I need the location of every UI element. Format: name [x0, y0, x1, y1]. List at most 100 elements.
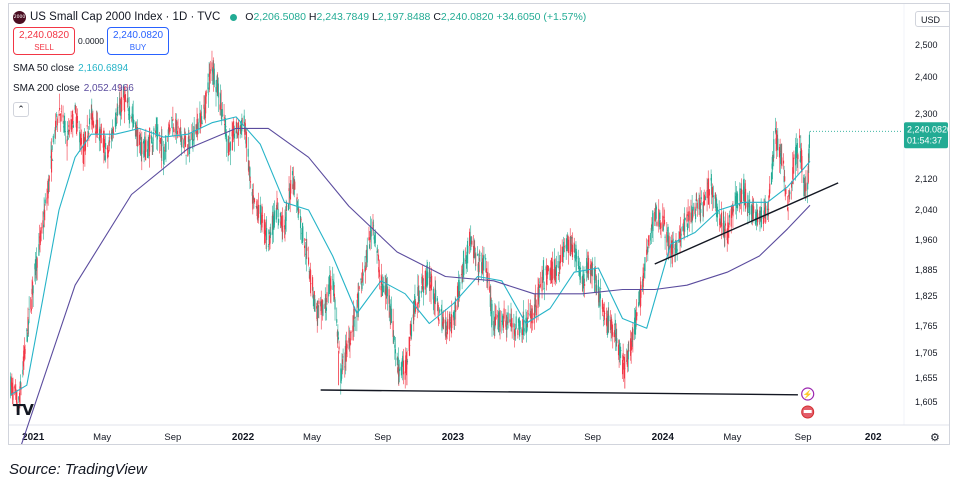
candle-body [588, 257, 590, 274]
candle-body [525, 317, 527, 333]
candle-body [626, 350, 628, 365]
candle-body [409, 345, 411, 346]
candle-body [22, 356, 24, 367]
currency-selector[interactable]: USD [915, 11, 949, 27]
gear-icon[interactable]: ⚙ [930, 432, 940, 444]
candle-body [584, 283, 586, 286]
candle-body [46, 197, 48, 204]
candle-body [615, 334, 617, 343]
study-sma200[interactable]: SMA 200 close 2,052.4966 [13, 83, 134, 94]
candle-body [481, 262, 483, 274]
candle-body [225, 125, 227, 128]
candle-body [469, 231, 471, 247]
candle-body [151, 145, 153, 147]
candle-body [337, 337, 340, 340]
candle-body [461, 278, 463, 284]
candle-body [793, 154, 795, 160]
candle-body [148, 137, 150, 157]
candle-body [30, 308, 32, 311]
candle-body [382, 285, 384, 293]
candle-body [659, 212, 661, 220]
candle-body [471, 240, 473, 245]
candle-body [264, 230, 267, 236]
candle-body [755, 211, 758, 222]
candle-body [421, 276, 423, 284]
candle-body [692, 210, 694, 219]
candle-body [498, 312, 500, 325]
candle-body [792, 167, 794, 180]
candle-body [370, 229, 372, 237]
chart-panel[interactable]: 1,605 1,655 1,705 1,765 1,825 1,885 1,960 2,040… [8, 3, 950, 445]
candle-body [117, 106, 119, 115]
candle-body [40, 230, 42, 240]
candle-body [340, 371, 342, 381]
tradingview-logo[interactable]: TV [13, 401, 34, 419]
candle-body [561, 246, 563, 262]
candle-body [751, 208, 753, 216]
candle-body [91, 113, 93, 125]
candle-body [187, 144, 189, 157]
candle-body [746, 203, 748, 208]
chart-plot[interactable]: 1,605 1,655 1,705 1,765 1,825 1,885 1,960 2,040… [9, 4, 950, 445]
candle-body [511, 318, 513, 328]
collapse-studies-button[interactable]: ⌃ [13, 102, 29, 117]
candle-body [26, 329, 28, 332]
candle-body [394, 344, 396, 348]
candle-body [131, 113, 133, 118]
candle-body [249, 167, 251, 178]
candle-body [497, 315, 499, 318]
candle-body [181, 137, 183, 140]
candle-body [272, 214, 274, 225]
sell-button[interactable]: 2,240.0820 SELL [13, 27, 75, 55]
candle-body [245, 131, 248, 148]
flag-icon-stripe [803, 410, 812, 413]
candle-body [225, 133, 227, 142]
symbol-logo[interactable]: 2000 [13, 10, 26, 24]
candle-body [724, 223, 727, 226]
candle-body [662, 215, 664, 232]
candle-body [644, 257, 646, 271]
candle-body [51, 145, 53, 150]
candle-body [672, 241, 674, 255]
candle-body [583, 274, 585, 284]
candle-body [542, 271, 544, 277]
candle-body [441, 314, 443, 331]
candle-body [261, 215, 263, 228]
candle-body [47, 182, 49, 199]
candle-body [377, 250, 379, 253]
candle-body [531, 308, 533, 324]
candle-body [329, 278, 331, 291]
candle-body [56, 118, 58, 126]
candle-body [627, 344, 629, 360]
candle-body [40, 227, 42, 234]
candle-body [502, 320, 505, 328]
candle-body [546, 266, 548, 279]
candle-body [727, 222, 729, 239]
candle-body [688, 211, 690, 221]
candle-body [676, 245, 678, 254]
candle-body [772, 154, 774, 170]
candle-body [558, 274, 560, 276]
candle-body [595, 284, 597, 293]
candle-body [463, 258, 465, 276]
candle-body [180, 135, 183, 148]
buy-button[interactable]: 2,240.0820 BUY [107, 27, 169, 55]
candle-body [620, 350, 622, 351]
symbol-title[interactable]: US Small Cap 2000 Index · 1D · TVC [30, 11, 221, 23]
candle-body [715, 194, 717, 202]
study-sma50[interactable]: SMA 50 close 2,160.6894 [13, 63, 128, 74]
candle-body [322, 304, 324, 316]
x-tick-label: 202 [865, 432, 882, 443]
candle-body [366, 249, 368, 260]
candle-body [110, 133, 112, 139]
candle-body [505, 320, 507, 327]
market-status-dot[interactable] [230, 13, 238, 21]
candle-body [187, 136, 189, 143]
candle-body [450, 321, 452, 324]
candle-body [778, 147, 781, 158]
candle-body [680, 228, 682, 242]
candle-body [594, 268, 596, 284]
candle-body [103, 139, 106, 148]
candle-body [402, 359, 404, 365]
candle-body [374, 234, 376, 237]
